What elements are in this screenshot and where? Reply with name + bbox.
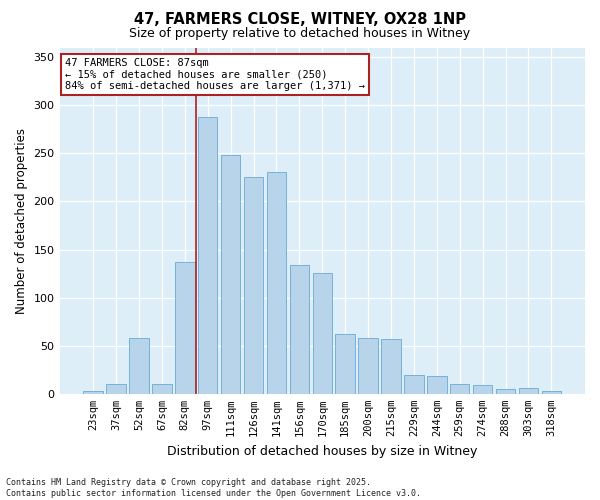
Bar xyxy=(404,374,424,394)
Bar xyxy=(542,391,561,394)
Bar xyxy=(244,178,263,394)
Bar xyxy=(519,388,538,394)
Bar xyxy=(129,338,149,394)
Bar xyxy=(267,172,286,394)
Text: 47, FARMERS CLOSE, WITNEY, OX28 1NP: 47, FARMERS CLOSE, WITNEY, OX28 1NP xyxy=(134,12,466,28)
Bar xyxy=(152,384,172,394)
Bar xyxy=(313,272,332,394)
Bar xyxy=(335,334,355,394)
Text: 47 FARMERS CLOSE: 87sqm
← 15% of detached houses are smaller (250)
84% of semi-d: 47 FARMERS CLOSE: 87sqm ← 15% of detache… xyxy=(65,58,365,91)
Bar xyxy=(106,384,126,394)
Bar xyxy=(358,338,378,394)
X-axis label: Distribution of detached houses by size in Witney: Distribution of detached houses by size … xyxy=(167,444,478,458)
Bar xyxy=(175,262,194,394)
Bar xyxy=(427,376,446,394)
Bar xyxy=(198,117,217,394)
Bar xyxy=(221,155,241,394)
Bar xyxy=(290,265,309,394)
Text: Contains HM Land Registry data © Crown copyright and database right 2025.
Contai: Contains HM Land Registry data © Crown c… xyxy=(6,478,421,498)
Bar xyxy=(381,339,401,394)
Bar xyxy=(83,391,103,394)
Y-axis label: Number of detached properties: Number of detached properties xyxy=(15,128,28,314)
Bar xyxy=(450,384,469,394)
Text: Size of property relative to detached houses in Witney: Size of property relative to detached ho… xyxy=(130,28,470,40)
Bar xyxy=(496,389,515,394)
Bar xyxy=(473,385,493,394)
